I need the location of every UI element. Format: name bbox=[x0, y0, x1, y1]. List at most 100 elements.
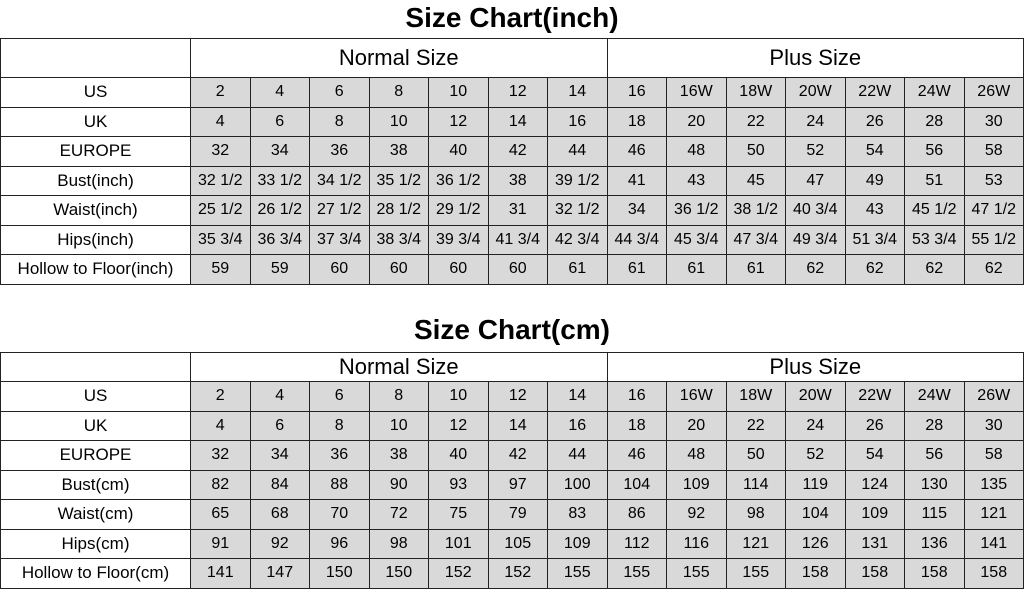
size-value-cell: 97 bbox=[487, 469, 548, 500]
size-value-cell: 130 bbox=[904, 469, 965, 500]
size-value-cell: 10 bbox=[368, 410, 429, 441]
size-value-cell: 155 bbox=[606, 558, 667, 589]
table-row: Hips(inch) 35 3/4 36 3/4 37 3/4 38 3/4 39 3/4… bbox=[0, 224, 1024, 255]
row-label: Bust(inch) bbox=[0, 165, 191, 196]
normal-size-group-header: Normal Size bbox=[190, 352, 608, 382]
size-value-cell: 104 bbox=[785, 499, 846, 530]
size-value-cell: 39 1/2 bbox=[547, 165, 608, 196]
size-value-cell: 8 bbox=[368, 381, 429, 412]
size-value-cell: 72 bbox=[368, 499, 429, 530]
size-value-cell: 88 bbox=[309, 469, 370, 500]
size-value-cell: 42 bbox=[487, 440, 548, 471]
size-value-cell: 26 bbox=[844, 106, 905, 137]
size-value-cell: 20W bbox=[785, 381, 846, 412]
row-label: Hollow to Floor(inch) bbox=[0, 254, 191, 285]
size-value-cell: 28 bbox=[904, 106, 965, 137]
size-value-cell: 39 3/4 bbox=[428, 224, 489, 255]
size-value-cell: 33 1/2 bbox=[249, 165, 310, 196]
size-value-cell: 32 1/2 bbox=[190, 165, 251, 196]
size-value-cell: 44 bbox=[547, 136, 608, 167]
size-value-cell: 53 3/4 bbox=[904, 224, 965, 255]
size-value-cell: 60 bbox=[428, 254, 489, 285]
size-value-cell: 22W bbox=[844, 77, 905, 108]
size-value-cell: 45 3/4 bbox=[666, 224, 727, 255]
cm-size-table: Normal Size Plus Size US 2 4 6 8 10 12 14 16 16W 18W… bbox=[0, 352, 1024, 589]
size-value-cell: 22W bbox=[844, 381, 905, 412]
size-value-cell: 158 bbox=[904, 558, 965, 589]
size-value-cell: 46 bbox=[606, 440, 667, 471]
size-value-cell: 55 1/2 bbox=[963, 224, 1024, 255]
size-value-cell: 51 3/4 bbox=[844, 224, 905, 255]
row-label: EUROPE bbox=[0, 440, 191, 471]
size-value-cell: 34 bbox=[606, 195, 667, 226]
size-value-cell: 60 bbox=[368, 254, 429, 285]
size-value-cell: 16 bbox=[606, 381, 667, 412]
size-value-cell: 83 bbox=[547, 499, 608, 530]
size-value-cell: 135 bbox=[963, 469, 1024, 500]
table-row: EUROPE 32 34 36 38 40 42 44 46 48 50 52 54 56 58 bbox=[0, 136, 1024, 167]
size-value-cell: 61 bbox=[547, 254, 608, 285]
size-value-cell: 30 bbox=[963, 106, 1024, 137]
size-value-cell: 12 bbox=[487, 77, 548, 108]
size-value-cell: 98 bbox=[725, 499, 786, 530]
size-value-cell: 18W bbox=[725, 77, 786, 108]
size-value-cell: 20 bbox=[666, 410, 727, 441]
size-value-cell: 14 bbox=[487, 410, 548, 441]
empty-corner-cell bbox=[0, 352, 191, 382]
size-value-cell: 47 1/2 bbox=[963, 195, 1024, 226]
size-value-cell: 98 bbox=[368, 528, 429, 559]
size-value-cell: 46 bbox=[606, 136, 667, 167]
size-value-cell: 48 bbox=[666, 136, 727, 167]
size-value-cell: 92 bbox=[249, 528, 310, 559]
size-value-cell: 45 1/2 bbox=[904, 195, 965, 226]
size-value-cell: 18W bbox=[725, 381, 786, 412]
size-value-cell: 62 bbox=[904, 254, 965, 285]
size-value-cell: 12 bbox=[428, 106, 489, 137]
size-value-cell: 28 bbox=[904, 410, 965, 441]
size-value-cell: 131 bbox=[844, 528, 905, 559]
size-value-cell: 136 bbox=[904, 528, 965, 559]
size-value-cell: 27 1/2 bbox=[309, 195, 370, 226]
size-value-cell: 115 bbox=[904, 499, 965, 530]
size-value-cell: 60 bbox=[309, 254, 370, 285]
size-value-cell: 16W bbox=[666, 77, 727, 108]
size-value-cell: 16 bbox=[547, 106, 608, 137]
row-label: US bbox=[0, 77, 191, 108]
size-value-cell: 4 bbox=[190, 106, 251, 137]
size-value-cell: 47 3/4 bbox=[725, 224, 786, 255]
size-value-cell: 8 bbox=[309, 410, 370, 441]
size-value-cell: 51 bbox=[904, 165, 965, 196]
size-value-cell: 150 bbox=[368, 558, 429, 589]
size-value-cell: 10 bbox=[428, 381, 489, 412]
size-value-cell: 36 bbox=[309, 136, 370, 167]
size-value-cell: 42 bbox=[487, 136, 548, 167]
size-value-cell: 36 bbox=[309, 440, 370, 471]
size-value-cell: 34 bbox=[249, 136, 310, 167]
size-value-cell: 6 bbox=[309, 77, 370, 108]
size-value-cell: 155 bbox=[547, 558, 608, 589]
size-value-cell: 124 bbox=[844, 469, 905, 500]
size-value-cell: 41 3/4 bbox=[487, 224, 548, 255]
table-row: Bust(cm) 82 84 88 90 93 97 100 104 109 114 119 124 13… bbox=[0, 469, 1024, 500]
size-value-cell: 4 bbox=[249, 77, 310, 108]
size-value-cell: 96 bbox=[309, 528, 370, 559]
size-value-cell: 35 1/2 bbox=[368, 165, 429, 196]
size-value-cell: 104 bbox=[606, 469, 667, 500]
size-value-cell: 16W bbox=[666, 381, 727, 412]
size-value-cell: 152 bbox=[487, 558, 548, 589]
table-row: Hips(cm) 91 92 96 98 101 105 109 112 116 121 126 131… bbox=[0, 528, 1024, 559]
row-label: Waist(cm) bbox=[0, 499, 191, 530]
table-row: Waist(inch) 25 1/2 26 1/2 27 1/2 28 1/2 29 1/… bbox=[0, 195, 1024, 226]
size-value-cell: 4 bbox=[249, 381, 310, 412]
size-value-cell: 61 bbox=[606, 254, 667, 285]
size-value-cell: 6 bbox=[309, 381, 370, 412]
size-value-cell: 32 bbox=[190, 136, 251, 167]
size-value-cell: 38 3/4 bbox=[368, 224, 429, 255]
row-label: EUROPE bbox=[0, 136, 191, 167]
cm-chart-title: Size Chart(cm) bbox=[413, 314, 611, 345]
size-value-cell: 20W bbox=[785, 77, 846, 108]
table-row: Bust(inch) 32 1/2 33 1/2 34 1/2 35 1/2 36 1/2… bbox=[0, 165, 1024, 196]
size-value-cell: 92 bbox=[666, 499, 727, 530]
size-value-cell: 44 bbox=[547, 440, 608, 471]
table-row: Waist(cm) 65 68 70 72 75 79 83 86 92 98 104 109 115 12… bbox=[0, 499, 1024, 530]
